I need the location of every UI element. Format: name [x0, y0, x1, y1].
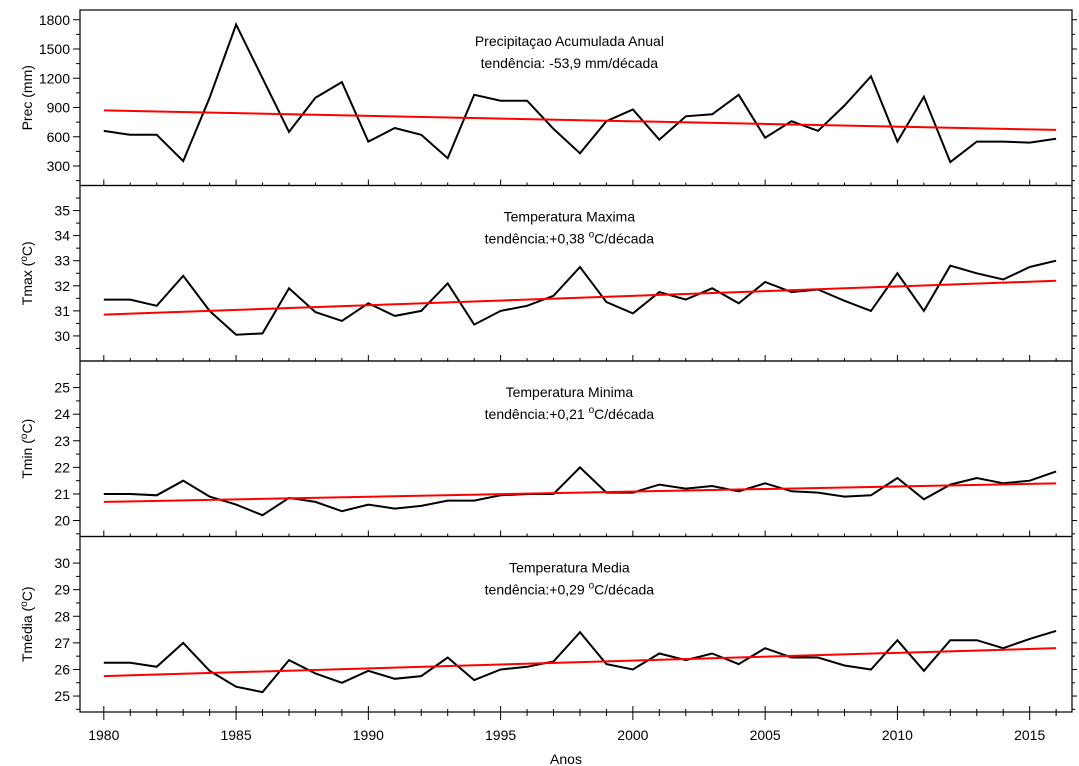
- data-series-line: [103, 22, 1057, 164]
- y-tick-label: 1500: [39, 41, 70, 57]
- trend-annotation: tendência:+0,21 oC/década: [485, 405, 655, 422]
- panel-frame: [79, 535, 1073, 713]
- y-tick-label: 21: [54, 486, 70, 502]
- x-tick-label: 1990: [353, 727, 384, 743]
- data-series-line: [103, 629, 1057, 694]
- y-tick-label: 30: [54, 555, 70, 571]
- panel-1: 300 600 900 1200 1500 1800 Prec (mm) Precipitaç…: [19, 9, 1077, 187]
- trend-annotation: tendência: -53,9 mm/década: [481, 55, 659, 71]
- y-tick-label: 25: [54, 688, 70, 704]
- y-tick-label: 30: [54, 328, 70, 344]
- y-axis-label: Tmédia (oC): [19, 586, 35, 662]
- x-tick-label: 1995: [485, 727, 516, 743]
- y-tick-label: 1200: [39, 70, 70, 86]
- trend-annotation: tendência:+0,38 oC/década: [485, 230, 655, 247]
- panel-title: Temperatura Media: [509, 560, 630, 576]
- data-series-line: [103, 466, 1057, 517]
- trend-line: [103, 482, 1057, 503]
- y-tick-label: 23: [54, 433, 70, 449]
- trend-line: [103, 647, 1057, 678]
- y-tick-label: 28: [54, 608, 70, 624]
- y-tick-label: 900: [47, 100, 71, 116]
- x-axis-label: Anos: [550, 751, 582, 766]
- panel-4: 25 26 27 28 29 30 Tmédia (oC) Temperatura Media…: [19, 535, 1077, 713]
- panel-3: 20 21 22 23 24 25 Tmin (oC) Temperatura Minima t…: [19, 360, 1077, 538]
- trend-line: [103, 279, 1057, 316]
- x-tick-label: 2015: [1014, 727, 1045, 743]
- y-tick-label: 600: [47, 129, 71, 145]
- x-tick-label: 1980: [88, 727, 119, 743]
- trend-annotation: tendência:+0,29 oC/década: [485, 581, 655, 598]
- y-tick-label: 31: [54, 303, 70, 319]
- trend-line: [103, 109, 1057, 131]
- x-tick-label: 1985: [220, 727, 251, 743]
- panel-title: Precipitaçao Acumulada Anual: [475, 33, 664, 49]
- data-series-line: [103, 259, 1057, 336]
- panel-2: 30 31 32 33 34 35 Tmax (oC) Temperatura Maxima t…: [19, 184, 1077, 362]
- y-tick-label: 33: [54, 253, 70, 269]
- y-tick-label: 300: [47, 158, 71, 174]
- y-tick-label: 1800: [39, 12, 70, 28]
- x-tick-label: 2000: [617, 727, 648, 743]
- y-tick-label: 29: [54, 582, 70, 598]
- y-tick-label: 24: [54, 406, 70, 422]
- y-tick-label: 35: [54, 203, 70, 219]
- panel-title: Temperatura Maxima: [504, 209, 636, 225]
- y-tick-label: 26: [54, 661, 70, 677]
- y-tick-label: 22: [54, 459, 70, 475]
- y-axis-label: Tmin (oC): [19, 419, 35, 479]
- panel-title: Temperatura Minima: [506, 384, 634, 400]
- x-tick-label: 2010: [882, 727, 913, 743]
- y-axis-label: Tmax (oC): [19, 241, 35, 305]
- x-tick-label: 2005: [750, 727, 781, 743]
- y-axis-label: Prec (mm): [19, 65, 35, 130]
- y-tick-label: 25: [54, 380, 70, 396]
- y-tick-label: 32: [54, 278, 70, 294]
- y-tick-label: 34: [54, 228, 70, 244]
- y-tick-label: 20: [54, 513, 70, 529]
- y-tick-label: 27: [54, 635, 70, 651]
